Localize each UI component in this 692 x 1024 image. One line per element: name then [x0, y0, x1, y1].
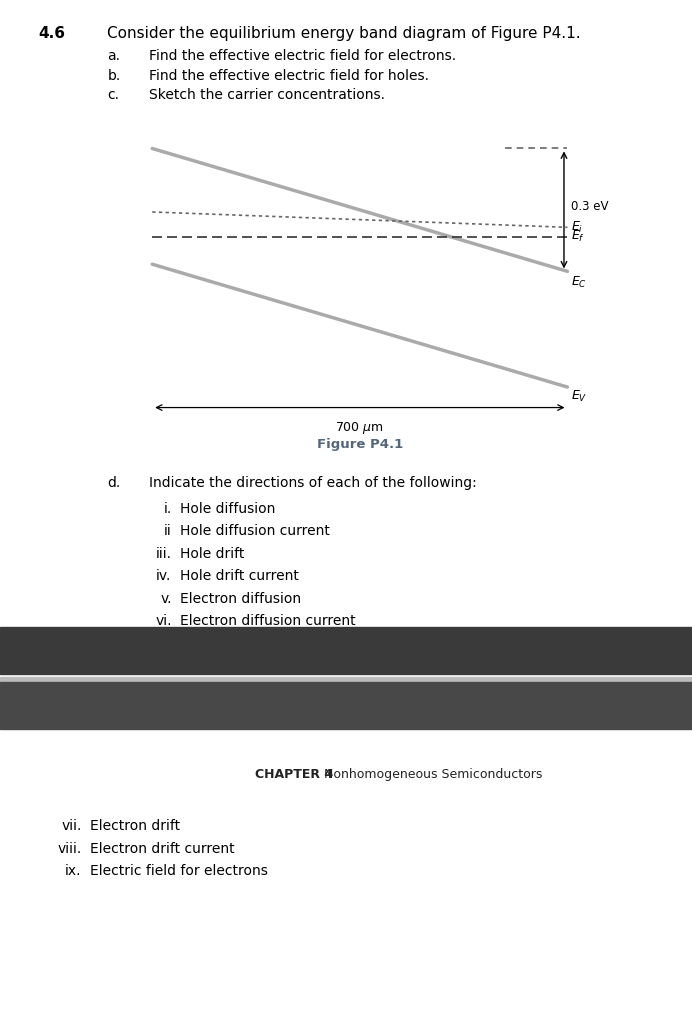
Text: ii: ii: [164, 524, 172, 539]
Text: Hole drift: Hole drift: [180, 547, 244, 561]
Text: $E_i$: $E_i$: [571, 220, 583, 234]
Text: iii.: iii.: [156, 547, 172, 561]
Text: Indicate the directions of each of the following:: Indicate the directions of each of the f…: [149, 476, 477, 490]
Bar: [0, 682, 692, 729]
Text: CHAPTER 4: CHAPTER 4: [255, 768, 333, 781]
Text: Electron diffusion current: Electron diffusion current: [180, 614, 356, 629]
Bar: [0, 677, 692, 682]
Text: Electric field for electrons: Electric field for electrons: [90, 864, 268, 879]
Text: Sketch the carrier concentrations.: Sketch the carrier concentrations.: [149, 88, 385, 102]
Text: Find the effective electric field for electrons.: Find the effective electric field for el…: [149, 49, 456, 63]
Text: ix.: ix.: [65, 864, 82, 879]
Text: Nonhomogeneous Semiconductors: Nonhomogeneous Semiconductors: [324, 768, 543, 781]
Text: Electron drift: Electron drift: [90, 819, 180, 834]
Text: Hole drift current: Hole drift current: [180, 569, 299, 584]
Text: Consider the equilibrium energy band diagram of Figure P4.1.: Consider the equilibrium energy band dia…: [107, 26, 581, 41]
Text: $E_C$: $E_C$: [571, 274, 587, 290]
Text: i.: i.: [163, 502, 172, 516]
Text: $E_f$: $E_f$: [571, 229, 585, 244]
Text: Figure P4.1: Figure P4.1: [317, 438, 403, 452]
Text: d.: d.: [107, 476, 120, 490]
Text: c.: c.: [107, 88, 119, 102]
Bar: [0, 627, 692, 674]
Text: 4.6: 4.6: [38, 26, 65, 41]
Text: Electron drift current: Electron drift current: [90, 842, 235, 856]
Text: Hole diffusion current: Hole diffusion current: [180, 524, 330, 539]
Text: 0.3 eV: 0.3 eV: [571, 201, 608, 213]
Text: iv.: iv.: [156, 569, 172, 584]
Text: $E_V$: $E_V$: [571, 389, 588, 404]
Text: vii.: vii.: [62, 819, 82, 834]
Text: viii.: viii.: [57, 842, 82, 856]
Text: Hole diffusion: Hole diffusion: [180, 502, 275, 516]
Text: Find the effective electric field for holes.: Find the effective electric field for ho…: [149, 69, 429, 83]
Text: a.: a.: [107, 49, 120, 63]
Text: vi.: vi.: [155, 614, 172, 629]
Text: 700 $\mu$m: 700 $\mu$m: [336, 420, 384, 436]
Text: b.: b.: [107, 69, 120, 83]
Text: Electron diffusion: Electron diffusion: [180, 592, 301, 606]
Text: v.: v.: [160, 592, 172, 606]
